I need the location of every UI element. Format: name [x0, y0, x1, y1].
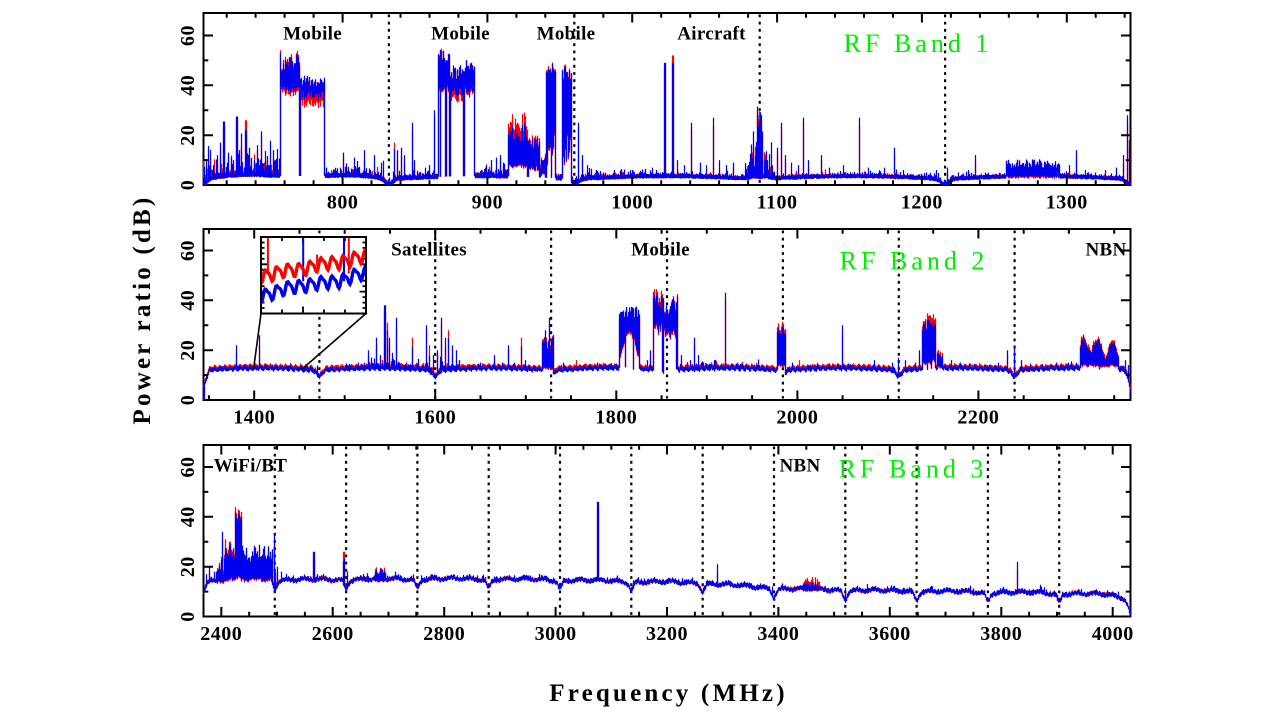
svg-text:Satellites: Satellites [391, 240, 467, 261]
svg-text:60: 60 [177, 25, 199, 46]
svg-text:1000: 1000 [611, 192, 653, 214]
svg-text:2600: 2600 [312, 623, 354, 645]
svg-text:3200: 3200 [646, 623, 688, 645]
svg-text:20: 20 [177, 556, 199, 577]
svg-text:Mobile: Mobile [283, 24, 342, 45]
svg-text:2800: 2800 [423, 623, 465, 645]
svg-text:20: 20 [177, 340, 199, 361]
svg-text:800: 800 [327, 192, 359, 214]
svg-text:900: 900 [472, 192, 504, 214]
svg-text:0: 0 [177, 395, 199, 406]
svg-text:1600: 1600 [414, 407, 456, 429]
svg-text:40: 40 [177, 75, 199, 96]
svg-text:Frequency (MHz): Frequency (MHz) [549, 680, 787, 707]
svg-text:3600: 3600 [869, 623, 911, 645]
svg-text:RF Band 1: RF Band 1 [844, 29, 993, 58]
svg-text:3400: 3400 [757, 623, 799, 645]
svg-text:60: 60 [177, 240, 199, 261]
svg-text:2200: 2200 [957, 407, 999, 429]
svg-text:RF Band 3: RF Band 3 [839, 455, 988, 484]
svg-text:Mobile: Mobile [631, 240, 690, 261]
svg-text:1200: 1200 [901, 192, 943, 214]
svg-text:1300: 1300 [1046, 192, 1088, 214]
svg-text:2000: 2000 [776, 407, 818, 429]
svg-text:NBN: NBN [779, 456, 820, 477]
svg-text:Mobile: Mobile [537, 24, 596, 45]
svg-text:1800: 1800 [595, 407, 637, 429]
svg-text:Aircraft: Aircraft [677, 24, 746, 45]
svg-text:40: 40 [177, 290, 199, 311]
svg-text:1100: 1100 [757, 192, 798, 214]
svg-text:4000: 4000 [1092, 623, 1134, 645]
svg-text:3800: 3800 [980, 623, 1022, 645]
svg-text:Power ratio (dB): Power ratio (dB) [129, 195, 156, 425]
svg-text:1400: 1400 [233, 407, 275, 429]
svg-text:40: 40 [177, 506, 199, 527]
svg-text:WiFi/BT: WiFi/BT [214, 456, 288, 477]
svg-text:0: 0 [177, 611, 199, 622]
svg-text:Mobile: Mobile [431, 24, 490, 45]
svg-text:2400: 2400 [200, 623, 242, 645]
svg-text:3000: 3000 [535, 623, 577, 645]
svg-text:NBN: NBN [1085, 240, 1126, 261]
svg-text:20: 20 [177, 125, 199, 146]
svg-text:0: 0 [177, 180, 199, 191]
svg-text:RF Band 2: RF Band 2 [840, 247, 989, 276]
svg-text:60: 60 [177, 457, 199, 478]
